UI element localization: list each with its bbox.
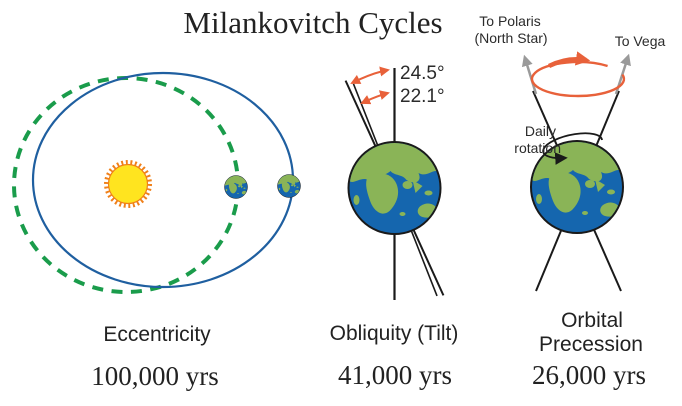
precession-circle: [530, 60, 626, 98]
eccentricity-label: Eccentricity: [103, 323, 211, 346]
daily-rotation-label-line1: Daily: [525, 123, 556, 139]
min-tilt-value: 22.1°: [400, 86, 445, 107]
obliquity-label: Obliquity (Tilt): [330, 322, 459, 345]
page-title: Milankovitch Cycles: [183, 5, 442, 40]
captions: Eccentricity 100,000 yrs Obliquity (Tilt…: [91, 309, 646, 391]
earth-globe-obliquity: [349, 142, 441, 234]
to-polaris-label-line1: To Polaris: [479, 13, 540, 29]
obliquity-period: 41,000 yrs: [338, 360, 452, 390]
daily-rotation-arrow: [542, 132, 603, 165]
sun-disc: [107, 163, 149, 205]
min-tilt-angle-arrow: [360, 90, 390, 105]
sun-rays: [104, 160, 152, 208]
eccentricity-period: 100,000 yrs: [91, 361, 219, 391]
earth-on-dashed-orbit-icon: [225, 175, 248, 198]
precession-panel: To Polaris (North Star) To Vega Daily ro…: [474, 13, 666, 292]
sun-icon: [104, 160, 152, 208]
to-vega-label: To Vega: [615, 33, 666, 49]
precession-label-line1: Orbital: [561, 309, 623, 332]
precession-direction-arrow: [547, 51, 591, 69]
to-polaris-label-line2: (North Star): [474, 30, 547, 46]
eccentricity-panel: [12, 71, 301, 294]
high-eccentricity-orbit-solid: [31, 71, 295, 289]
max-tilt-value: 24.5°: [400, 63, 445, 84]
max-tilt-angle-arrow: [350, 66, 390, 84]
daily-rotation-label-line2: rotation: [514, 140, 561, 156]
precession-label-line2: Precession: [539, 333, 643, 356]
precession-period: 26,000 yrs: [532, 360, 646, 390]
to-polaris-arrow: [521, 54, 538, 95]
obliquity-panel: 24.5° 22.1°: [344, 63, 445, 300]
earth-on-solid-orbit-icon: [278, 174, 301, 197]
